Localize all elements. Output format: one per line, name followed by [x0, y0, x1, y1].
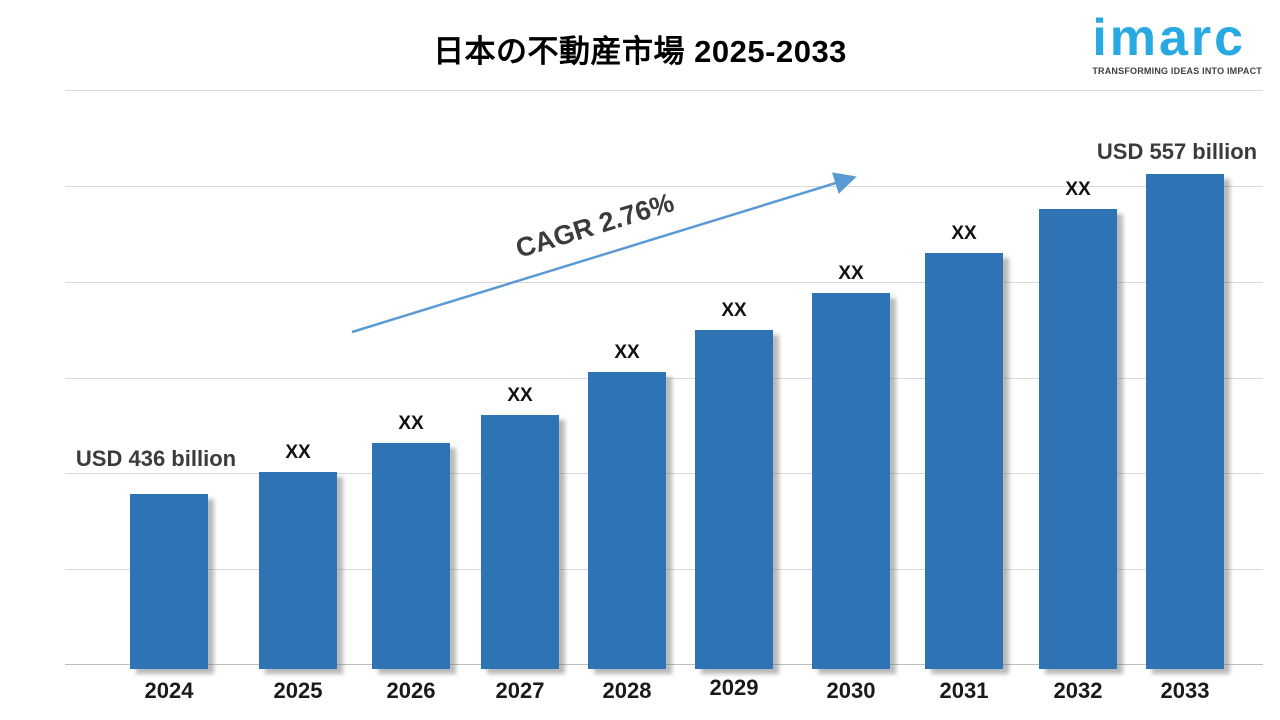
- x-axis-label-2028: 2028: [602, 678, 652, 703]
- x-axis-label-2031: 2031: [939, 678, 989, 703]
- value-label-2030: XX: [838, 263, 864, 284]
- plot-area: CAGR 2.76% USD 436 billion 2024 XX 2025 XX 20…: [65, 90, 1263, 703]
- bar-2031: [925, 253, 1003, 669]
- value-label-2033: USD 557 billion: [1096, 139, 1258, 164]
- value-label-2032: XX: [1065, 179, 1091, 200]
- imarc-logo-tagline: TRANSFORMING IDEAS INTO IMPACT: [1092, 66, 1262, 77]
- bar-2024: [130, 494, 208, 669]
- imarc-logo: imarc TRANSFORMING IDEAS INTO IMPACT: [1092, 9, 1262, 77]
- value-label-2027: XX: [507, 385, 533, 406]
- cagr-arrow: [351, 172, 857, 334]
- value-label-2026: XX: [398, 413, 424, 434]
- gridline: [65, 90, 1263, 91]
- bar-2026: [372, 443, 450, 669]
- x-axis-label-2029: 2029: [709, 675, 759, 700]
- value-label-2029: XX: [721, 300, 747, 321]
- bar-2032: [1039, 209, 1117, 669]
- x-axis-label-2027: 2027: [495, 678, 545, 703]
- x-axis-label-2024: 2024: [144, 678, 194, 703]
- value-label-2025: XX: [285, 442, 311, 463]
- gridline: [65, 185, 1263, 187]
- bar-2030: [812, 293, 890, 669]
- value-label-2024: USD 436 billion: [75, 446, 237, 471]
- bar-2025: [259, 472, 337, 669]
- x-axis-label-2032: 2032: [1053, 678, 1103, 703]
- imarc-logo-text: imarc: [1092, 9, 1247, 67]
- x-axis-label-2025: 2025: [273, 678, 323, 703]
- x-axis-label-2030: 2030: [826, 678, 876, 703]
- value-label-2028: XX: [614, 342, 640, 363]
- chart-title: 日本の不動産市場 2025-2033: [433, 34, 847, 69]
- bar-2028: [588, 372, 666, 669]
- bar-2027: [481, 415, 559, 669]
- bar-2029: [695, 330, 773, 669]
- x-axis-label-2033: 2033: [1160, 678, 1210, 703]
- bar-2033: [1146, 174, 1224, 669]
- value-label-2031: XX: [951, 223, 977, 244]
- gridline: [65, 281, 1263, 283]
- x-axis-label-2026: 2026: [386, 678, 436, 703]
